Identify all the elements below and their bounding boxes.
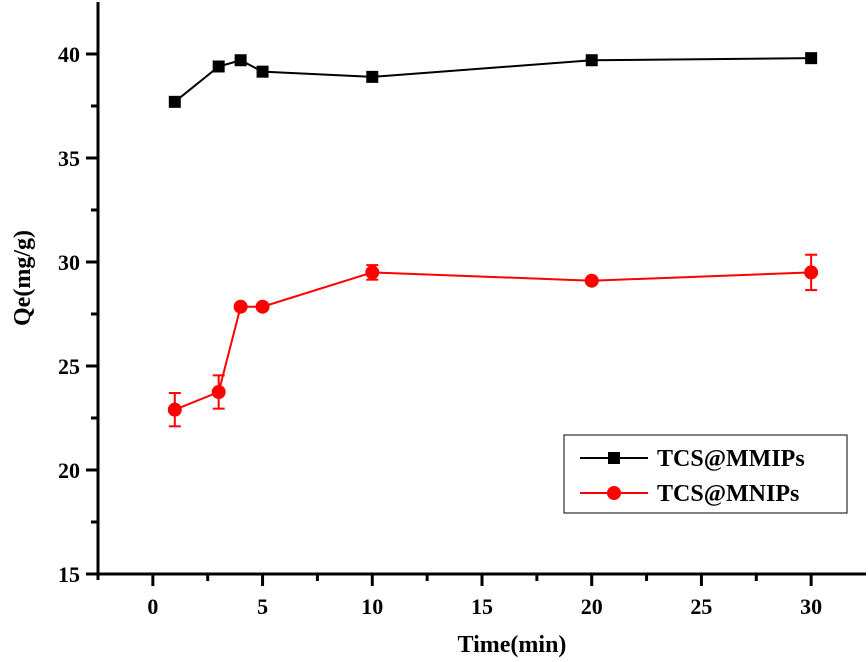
data-point bbox=[584, 273, 599, 288]
y-tick-label: 30 bbox=[58, 250, 80, 275]
y-tick-label: 35 bbox=[58, 146, 80, 171]
y-tick-label: 25 bbox=[58, 354, 80, 379]
data-point bbox=[585, 54, 598, 67]
legend-label: TCS@MNIPs bbox=[657, 481, 799, 507]
data-point bbox=[212, 60, 225, 73]
legend: TCS@MMIPs TCS@MNIPs bbox=[563, 434, 848, 514]
x-tick-label: 10 bbox=[361, 594, 383, 619]
data-point bbox=[167, 402, 182, 417]
data-point bbox=[211, 385, 226, 399]
legend-marker-square bbox=[608, 452, 620, 464]
legend-item: TCS@MMIPs bbox=[580, 446, 805, 472]
x-tick-label: 30 bbox=[800, 594, 822, 619]
data-point bbox=[805, 52, 818, 65]
legend-item: TCS@MNIPs bbox=[580, 481, 799, 507]
series-tcs-mnips bbox=[167, 253, 819, 428]
data-point bbox=[366, 70, 379, 83]
legend-box bbox=[563, 434, 848, 514]
x-tick-label: 0 bbox=[147, 594, 158, 619]
data-point bbox=[234, 54, 247, 67]
y-tick-label: 15 bbox=[58, 562, 80, 587]
x-axis-title: Time(min) bbox=[458, 632, 567, 658]
series-line bbox=[174, 57, 812, 103]
data-point bbox=[255, 299, 270, 314]
x-tick-label: 15 bbox=[471, 594, 493, 619]
data-point bbox=[233, 299, 248, 314]
y-tick-label: 40 bbox=[58, 42, 80, 67]
y-tick-label: 20 bbox=[58, 458, 80, 483]
series-line bbox=[174, 271, 812, 411]
data-point bbox=[365, 265, 380, 280]
legend-label: TCS@MMIPs bbox=[657, 446, 805, 472]
x-tick-label: 5 bbox=[257, 594, 268, 619]
x-tick-label: 25 bbox=[690, 594, 712, 619]
data-point bbox=[804, 265, 819, 280]
x-tick-label: 20 bbox=[581, 594, 603, 619]
y-axis-title: Qe(mg/g) bbox=[10, 230, 36, 326]
series-tcs-mmips bbox=[168, 52, 818, 108]
legend-marker-circle bbox=[607, 486, 621, 500]
axes: 15 20 25 30 35 40 0 5 10 15 20 25 30 bbox=[58, 2, 866, 619]
series-layer bbox=[167, 52, 819, 428]
data-point bbox=[256, 65, 269, 78]
data-point bbox=[168, 95, 181, 108]
